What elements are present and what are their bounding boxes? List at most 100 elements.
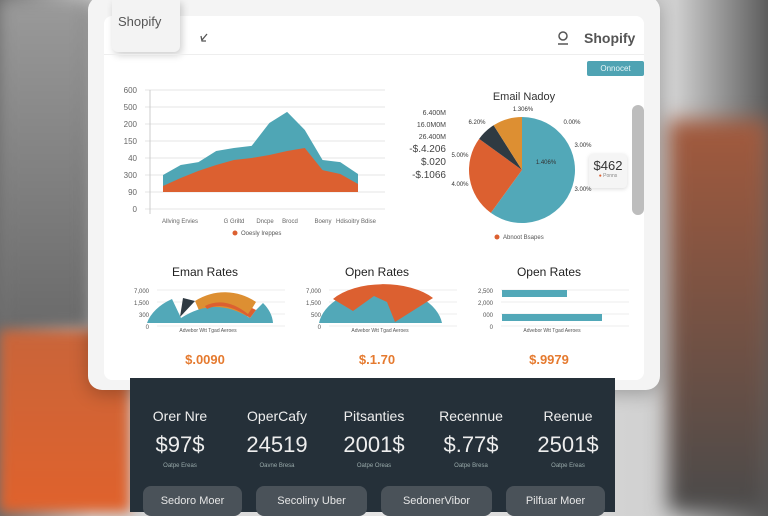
y-tick-label: 300 bbox=[124, 171, 138, 180]
kpi-value: $.77$ bbox=[443, 432, 499, 457]
pie-left-label: -$.1066 bbox=[412, 170, 446, 181]
kpi-label: Recennue bbox=[439, 408, 503, 424]
pie-left-label: -$.4.206 bbox=[409, 144, 446, 155]
brand-name: Shopify bbox=[584, 30, 636, 46]
y-tick-label: 0 bbox=[133, 205, 138, 214]
y-tick-label: 90 bbox=[128, 188, 137, 197]
kpi-sub: Oatpe Oreas bbox=[356, 463, 392, 469]
pie-left-label: 16.0M0M bbox=[417, 122, 446, 129]
panel-button[interactable]: SedonerVibor bbox=[381, 486, 492, 516]
kpi-sub: Oatpe Ereas bbox=[163, 463, 197, 469]
kpi-value: 2001$ bbox=[343, 432, 405, 457]
kpi-label: Reenue bbox=[543, 408, 593, 424]
bar bbox=[502, 290, 567, 297]
y-tick-label: 2,500 bbox=[478, 289, 494, 295]
pie-left-label: 26.400M bbox=[419, 134, 446, 141]
legend-label: Ooesly Ireppes bbox=[241, 231, 281, 237]
kpi-label: Pitsanties bbox=[343, 408, 405, 424]
pie-slice bbox=[493, 117, 522, 170]
gauge-segment bbox=[333, 284, 433, 322]
y-tick-label: 150 bbox=[124, 137, 138, 146]
x-axis-label: Advebor Wtt Tgad Aeroes bbox=[179, 328, 237, 334]
kpi-sub: Oatpe Ereas bbox=[551, 463, 585, 469]
y-tick-label: 0 bbox=[146, 325, 150, 331]
area-series bbox=[163, 147, 358, 192]
x-tick-label: Allving Ervies bbox=[162, 219, 198, 225]
user-icon[interactable] bbox=[557, 30, 569, 46]
scrollbar[interactable] bbox=[632, 105, 644, 215]
bar-title: Open Rates bbox=[516, 265, 582, 279]
main-area-chart: 600 500 200 150 40 300 90 0 Allving Ervies G Gril… bbox=[124, 86, 385, 237]
x-tick-label: Hdisoitry Bdise bbox=[336, 219, 377, 225]
gauge-chart: 7,000 1,500 300 0 Advebor Wtt Tgad Aeroes bbox=[134, 289, 285, 334]
pie-tooltip: $462 ● Ponns bbox=[589, 154, 627, 188]
pie-left-label: 6.400M bbox=[423, 110, 447, 117]
slice-label: 3.00% bbox=[574, 143, 592, 149]
gauge-value: $.1.70 bbox=[358, 352, 396, 367]
tooltip-value: $462 bbox=[593, 158, 623, 173]
bar-value: $.9979 bbox=[529, 352, 569, 367]
kpi-sub: Oatpe Bresa bbox=[454, 463, 488, 469]
top-action-button[interactable]: Onnocet bbox=[587, 61, 644, 76]
x-tick-label: Dncpe bbox=[256, 219, 274, 225]
gauge-segment bbox=[205, 302, 256, 318]
slice-label: 6.20% bbox=[468, 120, 486, 126]
y-tick-label: 7,000 bbox=[134, 289, 150, 295]
x-tick-label: Boeny bbox=[314, 219, 331, 225]
gauge-title: Open Rates bbox=[344, 265, 410, 279]
y-tick-label: 40 bbox=[128, 154, 137, 163]
slice-label: 3.00% bbox=[574, 187, 592, 193]
kpi-card: Reenue 2501$ Oatpe Ereas bbox=[520, 408, 616, 469]
kpi-value: 2501$ bbox=[537, 432, 599, 457]
kpi-card: Orer Nre $97$ Oatpe Ereas bbox=[132, 408, 228, 469]
slice-label: 1.406% bbox=[536, 160, 557, 166]
y-tick-label: 000 bbox=[483, 313, 494, 319]
x-axis-label: Advebor Wtt Tgad Aeroes bbox=[351, 328, 409, 334]
y-tick-label: 600 bbox=[124, 86, 138, 95]
y-tick-label: 0 bbox=[490, 325, 494, 331]
kpi-sub: Oavne Bresa bbox=[259, 463, 295, 469]
x-tick-label: Brocd bbox=[282, 219, 298, 225]
y-tick-label: 2,000 bbox=[478, 301, 494, 307]
gauge-value: $.0090 bbox=[185, 352, 225, 367]
kpi-value: $97$ bbox=[155, 432, 205, 457]
legend-marker bbox=[232, 230, 238, 236]
y-tick-label: 200 bbox=[124, 120, 138, 129]
y-tick-label: 500 bbox=[124, 103, 138, 112]
y-tick-label: 7,000 bbox=[306, 289, 322, 295]
background-blur bbox=[0, 0, 90, 330]
panel-button[interactable]: Secoliny Uber bbox=[256, 486, 367, 516]
panel-button[interactable]: Pilfuar Moer bbox=[506, 486, 605, 516]
kpi-label: OperCafy bbox=[247, 408, 307, 424]
y-tick-label: 300 bbox=[139, 313, 150, 319]
kpi-card: Recennue $.77$ Oatpe Bresa bbox=[423, 408, 519, 469]
slice-label: 4.00% bbox=[451, 182, 469, 188]
y-tick-label: 0 bbox=[318, 325, 322, 331]
y-tick-label: 1,500 bbox=[306, 301, 322, 307]
kpi-card: Pitsanties 2001$ Oatpe Oreas bbox=[326, 408, 422, 469]
tooltip-label: ● Ponns bbox=[598, 173, 618, 179]
gauge-segment bbox=[147, 299, 273, 323]
panel-button[interactable]: Sedoro Moer bbox=[143, 486, 242, 516]
background-blur bbox=[668, 120, 768, 512]
divider bbox=[104, 54, 644, 55]
back-arrow-icon[interactable] bbox=[198, 32, 210, 44]
app-tab[interactable]: Shopify bbox=[112, 0, 180, 52]
pie-title: Email Nadoy bbox=[493, 91, 556, 103]
pie-chart: Email Nadoy 6.400M 16.0M0M 26.400M -$.4.206 $… bbox=[409, 91, 592, 241]
gauge-title: Eman Rates bbox=[171, 265, 239, 279]
legend-marker bbox=[494, 234, 500, 240]
x-axis-label: Advebor Wtt Tgad Aeroes bbox=[523, 328, 581, 334]
x-tick-label: G Griltd bbox=[224, 219, 245, 225]
slice-label: 0.00% bbox=[563, 120, 581, 126]
gauge-segment bbox=[180, 298, 195, 317]
bar bbox=[502, 314, 602, 321]
y-tick-label: 1,500 bbox=[134, 301, 150, 307]
slice-label: 5.00% bbox=[451, 153, 469, 159]
pie-slice bbox=[479, 125, 522, 170]
legend-label: Abnoot Bsapes bbox=[503, 235, 544, 241]
gauge-chart: 7,000 1,500 500 0 Advebor Wtt Tgad Aeroes bbox=[306, 284, 457, 334]
y-tick-label: 500 bbox=[311, 313, 322, 319]
kpi-label: Orer Nre bbox=[152, 408, 208, 424]
